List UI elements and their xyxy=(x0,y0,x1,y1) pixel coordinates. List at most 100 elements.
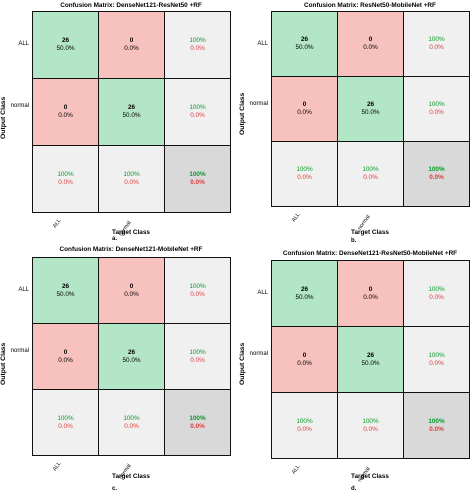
matrix-cell: 0 0.0% xyxy=(33,79,99,146)
cell-count: 26 xyxy=(300,36,309,43)
cell-accuracy: 100% xyxy=(428,166,445,173)
cell-accuracy: 100% xyxy=(428,36,445,43)
cell-count: 0 xyxy=(368,36,373,43)
matrix-cell: 26 50.0% xyxy=(99,324,165,390)
cell-error: 0.0% xyxy=(429,44,444,51)
cell-count: 26 xyxy=(127,348,136,356)
cell-accuracy: 100% xyxy=(189,171,206,178)
cell-accuracy: 100% xyxy=(428,351,445,359)
matrix-cell: 100% 0.0% xyxy=(165,79,231,146)
y-tick-label: ALL xyxy=(257,290,268,296)
cell-accuracy: 100% xyxy=(428,285,445,293)
y-tick-label: normal xyxy=(249,101,268,107)
cell-error: 0.0% xyxy=(58,422,73,430)
y-axis-label: Output Class xyxy=(0,96,7,139)
matrix-cell: 100% 0.0% xyxy=(404,12,470,77)
cell-error: 0.0% xyxy=(190,356,205,364)
x-tick-label: ALL xyxy=(52,217,63,230)
cell-count: 0 xyxy=(302,101,307,108)
cell-accuracy: 100% xyxy=(57,414,74,422)
cell-error: 0.0% xyxy=(190,290,205,298)
cell-error: 0.0% xyxy=(190,45,205,52)
y-tick-label: normal xyxy=(10,348,29,354)
cell-error: 0.0% xyxy=(124,179,139,186)
matrix-cell: 0 0.0% xyxy=(272,77,338,142)
cell-accuracy: 100% xyxy=(123,414,140,422)
cell-error: 0.0% xyxy=(363,425,378,433)
matrix-cell: 100% 0.0% xyxy=(404,261,470,327)
matrix-cell: 100% 0.0% xyxy=(99,390,165,456)
cell-error: 0.0% xyxy=(190,179,205,186)
y-tick-label: normal xyxy=(10,103,29,109)
cell-percent: 50.0% xyxy=(361,359,380,367)
cell-accuracy: 100% xyxy=(189,37,206,44)
cell-error: 0.0% xyxy=(297,174,312,181)
cell-error: 0.0% xyxy=(429,359,444,367)
panel-label: d. xyxy=(351,486,357,492)
cell-count: 26 xyxy=(61,37,70,44)
cell-count: 0 xyxy=(302,351,307,359)
y-tick-label: ALL xyxy=(18,287,29,293)
matrix-cell: 100% 0.0% xyxy=(272,142,338,207)
cell-accuracy: 100% xyxy=(362,166,379,173)
matrix-cell: 26 50.0% xyxy=(272,261,338,327)
x-axis-label: Target Class xyxy=(112,473,150,480)
panel-label: c. xyxy=(112,486,118,492)
matrix-cell: 26 50.0% xyxy=(338,77,404,142)
cell-error: 0.0% xyxy=(429,109,444,116)
matrix-cell: 100% 0.0% xyxy=(33,390,99,456)
matrix-grid: 26 50.0% 0 0.0% 100% 0.0% 0 0.0% 26 50.0% 100% 0.0%… xyxy=(32,257,231,456)
cell-count: 0 xyxy=(129,282,134,290)
matrix-cell: 26 50.0% xyxy=(272,12,338,77)
y-tick-label: ALL xyxy=(257,41,268,47)
x-tick-label: ALL xyxy=(291,463,302,476)
cell-accuracy: 100% xyxy=(189,414,206,422)
y-tick-label: ALL xyxy=(18,41,29,47)
panel-label: a. xyxy=(112,236,118,242)
cell-count: 0 xyxy=(129,37,134,44)
chart-title: Confusion Matrix: DenseNet121-ResNet50-M… xyxy=(282,250,458,257)
matrix-cell: 100% 0.0% xyxy=(272,393,338,459)
matrix-cell: 0 0.0% xyxy=(99,12,165,79)
cell-count: 26 xyxy=(366,351,375,359)
x-axis-label: Target Class xyxy=(112,229,150,236)
cell-accuracy: 100% xyxy=(428,417,445,425)
x-tick-label: ALL xyxy=(52,460,63,473)
x-axis-label: Target Class xyxy=(351,473,389,480)
matrix-cell: 0 0.0% xyxy=(338,261,404,327)
cell-accuracy: 100% xyxy=(57,171,74,178)
cell-percent: 50.0% xyxy=(56,45,75,52)
x-axis-label: Target Class xyxy=(351,229,389,236)
matrix-cell: 0 0.0% xyxy=(99,258,165,324)
cell-accuracy: 100% xyxy=(428,101,445,108)
matrix-cell: 100% 0.0% xyxy=(404,142,470,207)
cell-percent: 50.0% xyxy=(56,290,75,298)
cell-percent: 0.0% xyxy=(363,44,378,51)
cell-percent: 0.0% xyxy=(58,112,73,119)
cell-percent: 50.0% xyxy=(361,109,380,116)
cell-accuracy: 100% xyxy=(296,166,313,173)
cell-percent: 0.0% xyxy=(363,293,378,301)
cell-accuracy: 100% xyxy=(189,348,206,356)
cell-count: 26 xyxy=(300,285,309,293)
matrix-cell: 100% 0.0% xyxy=(165,12,231,79)
y-axis-label: Output Class xyxy=(239,342,246,385)
cell-count: 26 xyxy=(366,101,375,108)
matrix-cell: 100% 0.0% xyxy=(99,146,165,213)
matrix-cell: 0 0.0% xyxy=(338,12,404,77)
cell-count: 26 xyxy=(61,282,70,290)
matrix-cell: 100% 0.0% xyxy=(165,390,231,456)
matrix-cell: 100% 0.0% xyxy=(165,324,231,390)
cell-error: 0.0% xyxy=(363,174,378,181)
cell-error: 0.0% xyxy=(190,422,205,430)
cell-error: 0.0% xyxy=(429,425,444,433)
matrix-grid: 26 50.0% 0 0.0% 100% 0.0% 0 0.0% 26 50.0% 100% 0.0%… xyxy=(271,11,470,207)
panel-label: b. xyxy=(351,238,357,244)
cell-percent: 0.0% xyxy=(58,356,73,364)
cell-accuracy: 100% xyxy=(123,171,140,178)
cell-percent: 0.0% xyxy=(124,290,139,298)
y-tick-label: normal xyxy=(249,351,268,357)
cell-accuracy: 100% xyxy=(189,104,206,111)
cell-error: 0.0% xyxy=(429,174,444,181)
cell-error: 0.0% xyxy=(58,179,73,186)
